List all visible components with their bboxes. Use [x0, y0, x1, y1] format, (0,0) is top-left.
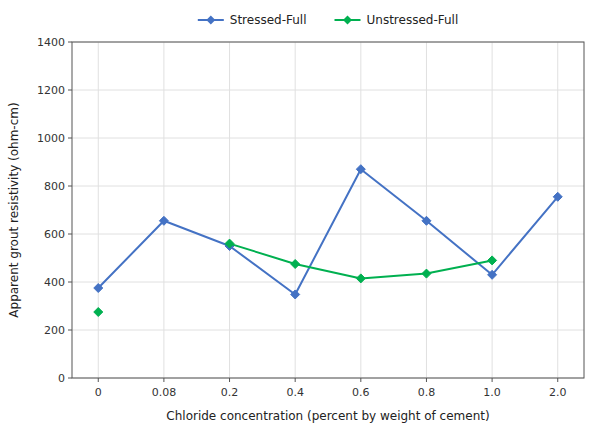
data-point: [356, 274, 365, 283]
grid-line: [295, 42, 296, 378]
tick-label: 0.2: [221, 386, 239, 399]
tick: [68, 378, 72, 379]
legend-label: Stressed-Full: [230, 13, 307, 27]
x-axis: 0 0.08 0.2 0.4 0.6 0.8 1.0 2.0: [95, 378, 567, 399]
grid-line: [492, 42, 493, 378]
legend-marker: [206, 16, 215, 25]
legend-label: Unstressed-Full: [367, 13, 459, 27]
tick-label: 200: [44, 324, 65, 337]
data-point: [488, 270, 497, 279]
data-point: [356, 165, 365, 174]
series-line: [98, 169, 557, 294]
data-point: [159, 216, 168, 225]
tick: [68, 234, 72, 235]
grid-line: [72, 282, 584, 283]
plot-data: [94, 165, 562, 317]
tick-label: 600: [44, 228, 65, 241]
grid-line: [426, 42, 427, 378]
tick-label: 0.8: [418, 386, 436, 399]
tick: [68, 90, 72, 91]
tick: [557, 378, 558, 382]
data-point: [225, 239, 234, 248]
grid-line: [72, 90, 584, 91]
tick: [295, 378, 296, 382]
tick: [426, 378, 427, 382]
chart: 020040060080010001200140000.080.20.40.60…: [0, 0, 600, 436]
data-point: [553, 192, 562, 201]
grid: [72, 42, 584, 378]
tick-label: 0: [58, 372, 65, 385]
plot-frame: [72, 42, 584, 378]
tick-label: 0: [95, 386, 102, 399]
series: [94, 165, 562, 299]
grid-line: [163, 42, 164, 378]
tick: [68, 330, 72, 331]
grid-line: [557, 42, 558, 378]
legend-marker: [343, 16, 352, 25]
tick-label: 1200: [37, 84, 65, 97]
legend: Stressed-Full Unstressed-Full: [198, 13, 458, 27]
tick: [229, 378, 230, 382]
tick: [68, 186, 72, 187]
tick: [492, 378, 493, 382]
tick: [360, 378, 361, 382]
data-point: [94, 308, 103, 317]
data-point: [94, 284, 103, 293]
y-axis: 0 200 400 600 800 1000 1200 1400: [37, 36, 72, 385]
grid-line: [360, 42, 361, 378]
tick-label: 0.08: [152, 386, 177, 399]
tick: [163, 378, 164, 382]
tick: [68, 42, 72, 43]
data-point: [422, 269, 431, 278]
tick: [68, 282, 72, 283]
data-point: [422, 216, 431, 225]
tick-label: 400: [44, 276, 65, 289]
x-axis-label: Chloride concentration (percent by weigh…: [166, 409, 489, 423]
grid-line: [229, 42, 230, 378]
tick: [68, 138, 72, 139]
data-point: [291, 290, 300, 299]
grid-line: [98, 42, 99, 378]
y-axis-label: Apparent grout resistivity (ohm-cm): [7, 102, 21, 317]
series: [94, 239, 497, 316]
grid-line: [72, 330, 584, 331]
tick-label: 800: [44, 180, 65, 193]
tick-label: 2.0: [549, 386, 567, 399]
chart-container: 020040060080010001200140000.080.20.40.60…: [0, 0, 600, 436]
grid-line: [72, 186, 584, 187]
data-point: [488, 256, 497, 265]
tick-label: 1400: [37, 36, 65, 49]
tick-label: 1.0: [483, 386, 501, 399]
legend-item: Unstressed-Full: [335, 13, 459, 27]
tick-label: 0.6: [352, 386, 370, 399]
grid-line: [72, 138, 584, 139]
data-point: [291, 260, 300, 269]
tick-label: 0.4: [286, 386, 304, 399]
legend-item: Stressed-Full: [198, 13, 307, 27]
tick: [98, 378, 99, 382]
tick-label: 1000: [37, 132, 65, 145]
series-line: [230, 244, 493, 279]
